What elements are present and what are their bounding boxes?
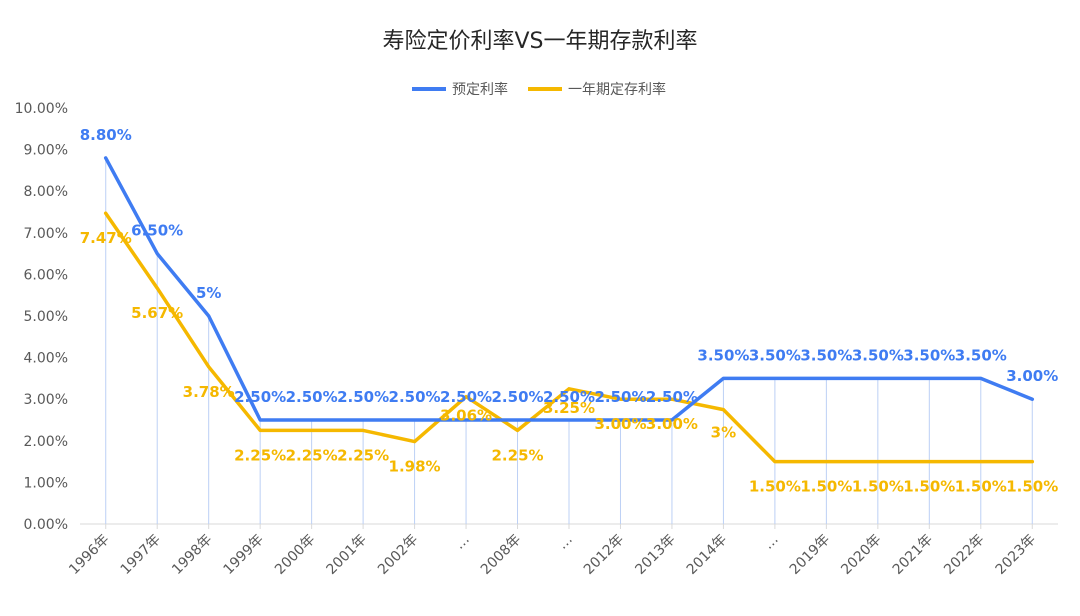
data-label: 1.50% [955,478,1007,496]
data-label: 2.25% [492,446,544,464]
legend-label-2: 一年期定存利率 [568,81,666,98]
x-tick-label: … [452,532,473,553]
y-tick-label: 9.00% [24,143,68,159]
x-tick-label: 2022年 [941,532,987,578]
data-label: 5.67% [131,304,183,322]
y-tick-label: 7.00% [24,226,68,242]
x-tick-label: 2014年 [684,532,730,578]
x-tick-label: 2002年 [375,532,421,578]
data-label: 3.50% [852,346,904,364]
y-tick-label: 3.00% [24,392,68,408]
x-tick-label: … [555,532,576,553]
series-line-2 [103,211,1035,464]
data-label: 2.50% [492,388,544,406]
data-label: 3.25% [543,399,595,417]
y-tick-label: 8.00% [24,184,68,200]
legend: 预定利率 一年期定存利率 [412,81,666,98]
data-label: 7.47% [80,229,132,247]
x-tick-label: 2001年 [324,532,370,578]
data-label: 1.50% [1006,478,1058,496]
y-tick-label: 10.00% [15,101,68,117]
x-tick-label: 1998年 [169,532,215,578]
data-label: 3.00% [594,415,646,433]
data-label: 3.50% [697,346,749,364]
data-label: 2.50% [594,388,646,406]
data-label: 1.50% [852,478,904,496]
data-label: 2.50% [337,388,389,406]
data-label: 3.78% [183,383,235,401]
data-label: 2.50% [440,388,492,406]
data-label: 2.50% [389,388,441,406]
data-label: 3.06% [440,407,492,425]
x-tick-label: 1997年 [118,532,164,578]
data-label: 3.50% [800,346,852,364]
x-tick-label: 2008年 [478,532,524,578]
data-label: 2.50% [543,388,595,406]
data-label: 1.50% [800,478,852,496]
x-tick-label: 2023年 [993,532,1039,578]
x-tick-label: … [761,532,782,553]
data-label: 1.98% [389,458,441,476]
data-label: 2.50% [646,388,698,406]
x-tick-label: 2021年 [890,532,936,578]
data-label: 3.50% [955,346,1007,364]
data-label: 8.80% [80,126,132,144]
data-label: 1.50% [749,478,801,496]
data-label: 2.25% [337,446,389,464]
x-tick-label: 1999年 [221,532,267,578]
legend-label-1: 预定利率 [452,81,508,98]
data-label: 2.50% [286,388,338,406]
chart-title: 寿险定价利率VS一年期存款利率 [382,29,697,54]
x-tick-label: 1996年 [66,532,112,578]
x-tick-label: 2019年 [787,532,833,578]
y-tick-label: 6.00% [24,267,68,283]
data-label: 3.00% [1006,367,1058,385]
x-tick-label: 2020年 [838,532,884,578]
data-label: 3.50% [749,346,801,364]
series-line-1 [103,156,1035,422]
data-label: 2.25% [286,446,338,464]
series-lines [103,156,1035,464]
data-label: 1.50% [903,478,955,496]
y-tick-label: 4.00% [24,351,68,367]
data-label: 2.50% [234,388,286,406]
data-label: 3.50% [903,346,955,364]
data-label: 2.25% [234,446,286,464]
data-label: 6.50% [131,222,183,240]
x-tick-label: 2012年 [581,532,627,578]
y-tick-label: 0.00% [24,517,68,533]
data-labels: 8.80%6.50%5%2.50% 2.50% 2.50% 2.50% 2.50% 2.5… [80,126,1059,496]
y-tick-label: 1.00% [24,475,68,491]
data-label: 5% [196,284,221,302]
y-tick-label: 2.00% [24,434,68,450]
x-tick-label: 2013年 [632,532,678,578]
x-tick-label: 2000年 [272,532,318,578]
drop-lines [105,157,1033,524]
axes: 0.00% 1.00% 2.00% 3.00% 4.00% 5.00% 6.00% 7.00%… [15,101,1058,578]
data-label: 3.00% [646,415,698,433]
data-label: 3% [711,424,736,442]
y-tick-label: 5.00% [24,309,68,325]
